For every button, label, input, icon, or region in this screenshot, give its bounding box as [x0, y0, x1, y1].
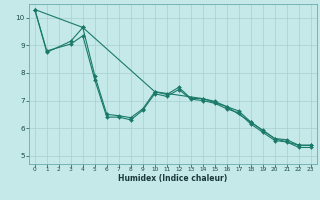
- X-axis label: Humidex (Indice chaleur): Humidex (Indice chaleur): [118, 174, 228, 183]
